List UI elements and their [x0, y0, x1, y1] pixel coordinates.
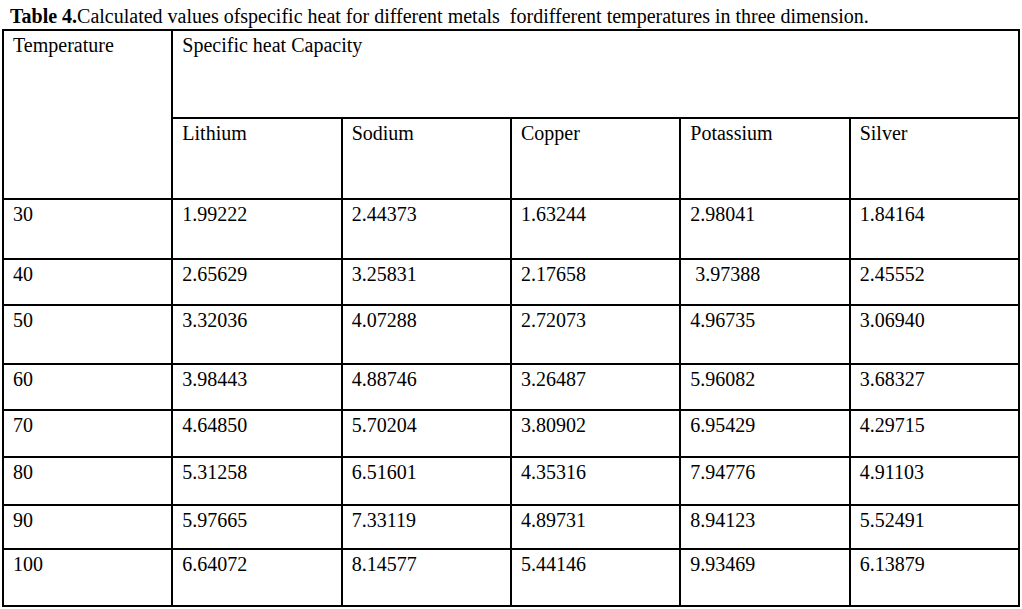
- temperature-cell: 40: [3, 259, 172, 305]
- value-cell-lithium: 3.98443: [172, 364, 341, 410]
- value-cell-lithium: 6.64072: [172, 549, 341, 606]
- value-cell-lithium: 3.32036: [172, 305, 341, 364]
- temperature-cell: 50: [3, 305, 172, 364]
- value-cell-sodium: 6.51601: [342, 457, 511, 505]
- value-cell-potassium: 9.93469: [680, 549, 849, 606]
- table-caption: Table 4.Calculated values ofspecific hea…: [10, 5, 1022, 27]
- value-cell-potassium: 2.98041: [680, 199, 849, 259]
- value-cell-sodium: 4.07288: [342, 305, 511, 364]
- value-cell-silver: 2.45552: [850, 259, 1019, 305]
- value-cell-potassium: 3.97388: [680, 259, 849, 305]
- temperature-cell: 100: [3, 549, 172, 606]
- temperature-cell: 60: [3, 364, 172, 410]
- value-cell-copper: 3.80902: [511, 410, 680, 457]
- table-row: 30 1.99222 2.44373 1.63244 2.98041 1.841…: [3, 199, 1019, 259]
- table-row: 70 4.64850 5.70204 3.80902 6.95429 4.297…: [3, 410, 1019, 457]
- column-header-lithium: Lithium: [172, 118, 341, 199]
- value-cell-silver: 5.52491: [850, 505, 1019, 549]
- value-cell-copper: 5.44146: [511, 549, 680, 606]
- header-row-group: Temperature Specific heat Capacity: [3, 30, 1019, 118]
- value-cell-silver: 4.29715: [850, 410, 1019, 457]
- value-cell-potassium: 6.95429: [680, 410, 849, 457]
- column-header-sodium: Sodium: [342, 118, 511, 199]
- temperature-cell: 70: [3, 410, 172, 457]
- value-cell-lithium: 5.31258: [172, 457, 341, 505]
- table-row: 40 2.65629 3.25831 2.17658 3.97388 2.455…: [3, 259, 1019, 305]
- column-header-potassium: Potassium: [680, 118, 849, 199]
- value-cell-lithium: 1.99222: [172, 199, 341, 259]
- value-cell-lithium: 4.64850: [172, 410, 341, 457]
- value-cell-copper: 2.72073: [511, 305, 680, 364]
- value-cell-copper: 4.35316: [511, 457, 680, 505]
- column-header-silver: Silver: [850, 118, 1019, 199]
- temperature-cell: 30: [3, 199, 172, 259]
- value-cell-silver: 4.91103: [850, 457, 1019, 505]
- value-cell-silver: 1.84164: [850, 199, 1019, 259]
- table-row: 100 6.64072 8.14577 5.44146 9.93469 6.13…: [3, 549, 1019, 606]
- value-cell-sodium: 2.44373: [342, 199, 511, 259]
- temperature-cell: 90: [3, 505, 172, 549]
- value-cell-potassium: 7.94776: [680, 457, 849, 505]
- table-row: 80 5.31258 6.51601 4.35316 7.94776 4.911…: [3, 457, 1019, 505]
- specific-heat-table: Temperature Specific heat Capacity Lithi…: [2, 29, 1020, 607]
- value-cell-sodium: 5.70204: [342, 410, 511, 457]
- value-cell-sodium: 3.25831: [342, 259, 511, 305]
- table-row: 50 3.32036 4.07288 2.72073 4.96735 3.069…: [3, 305, 1019, 364]
- value-cell-silver: 3.68327: [850, 364, 1019, 410]
- specific-heat-group-header: Specific heat Capacity: [172, 30, 1019, 118]
- value-cell-potassium: 8.94123: [680, 505, 849, 549]
- table-row: 60 3.98443 4.88746 3.26487 5.96082 3.683…: [3, 364, 1019, 410]
- table-row: 90 5.97665 7.33119 4.89731 8.94123 5.524…: [3, 505, 1019, 549]
- document-page: Table 4.Calculated values ofspecific hea…: [0, 0, 1022, 609]
- value-cell-copper: 1.63244: [511, 199, 680, 259]
- table-caption-text: Calculated values ofspecific heat for di…: [77, 5, 869, 27]
- temperature-column-header: Temperature: [3, 30, 172, 199]
- temperature-cell: 80: [3, 457, 172, 505]
- column-header-copper: Copper: [511, 118, 680, 199]
- value-cell-sodium: 8.14577: [342, 549, 511, 606]
- value-cell-sodium: 7.33119: [342, 505, 511, 549]
- value-cell-lithium: 2.65629: [172, 259, 341, 305]
- value-cell-potassium: 5.96082: [680, 364, 849, 410]
- value-cell-potassium: 4.96735: [680, 305, 849, 364]
- value-cell-lithium: 5.97665: [172, 505, 341, 549]
- value-cell-copper: 4.89731: [511, 505, 680, 549]
- value-cell-copper: 3.26487: [511, 364, 680, 410]
- value-cell-silver: 6.13879: [850, 549, 1019, 606]
- value-cell-copper: 2.17658: [511, 259, 680, 305]
- value-cell-silver: 3.06940: [850, 305, 1019, 364]
- table-caption-number: Table 4.: [10, 5, 77, 27]
- value-cell-sodium: 4.88746: [342, 364, 511, 410]
